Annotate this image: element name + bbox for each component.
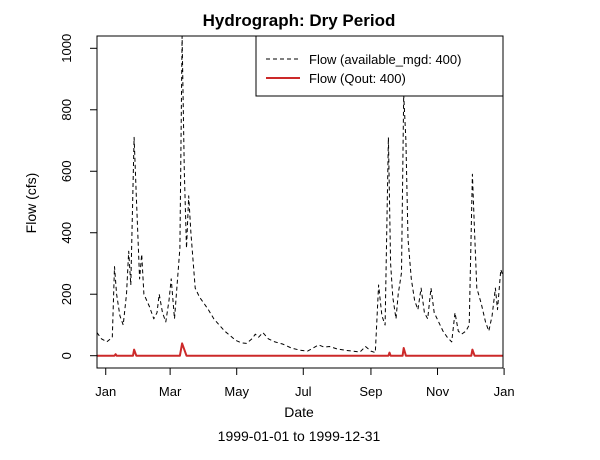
legend-label-available: Flow (available_mgd: 400) (309, 52, 461, 67)
x-tick-label: Jul (295, 384, 312, 399)
y-axis-label: Flow (cfs) (23, 173, 39, 234)
x-axis-label: Date (284, 404, 314, 420)
legend-box (255, 35, 504, 97)
y-tick-label: 600 (59, 160, 74, 182)
y-tick-label: 200 (59, 283, 74, 305)
y-tick-label: 800 (59, 99, 74, 121)
y-axis: 0 200 400 600 800 1000 (59, 34, 98, 359)
x-tick-label: Mar (159, 384, 182, 399)
series-line-available (97, 36, 503, 354)
series-line-qout (97, 342, 503, 357)
x-tick-label: Jan (494, 384, 515, 399)
date-range-label: 1999-01-01 to 1999-12-31 (218, 428, 381, 444)
series-layer (97, 36, 503, 357)
x-tick-label: May (224, 384, 249, 399)
y-tick-label: 1000 (59, 34, 74, 63)
y-tick-label: 400 (59, 222, 74, 244)
x-tick-label: Jan (95, 384, 116, 399)
legend-label-qout: Flow (Qout: 400) (309, 71, 406, 86)
legend: Flow (available_mgd: 400) Flow (Qout: 40… (255, 35, 504, 97)
x-tick-label: Sep (359, 384, 382, 399)
chart-title: Hydrograph: Dry Period (203, 11, 396, 30)
x-axis: Jan Mar May Jul Sep Nov Jan (95, 367, 515, 399)
x-tick-label: Nov (426, 384, 450, 399)
y-tick-label: 0 (59, 352, 74, 359)
